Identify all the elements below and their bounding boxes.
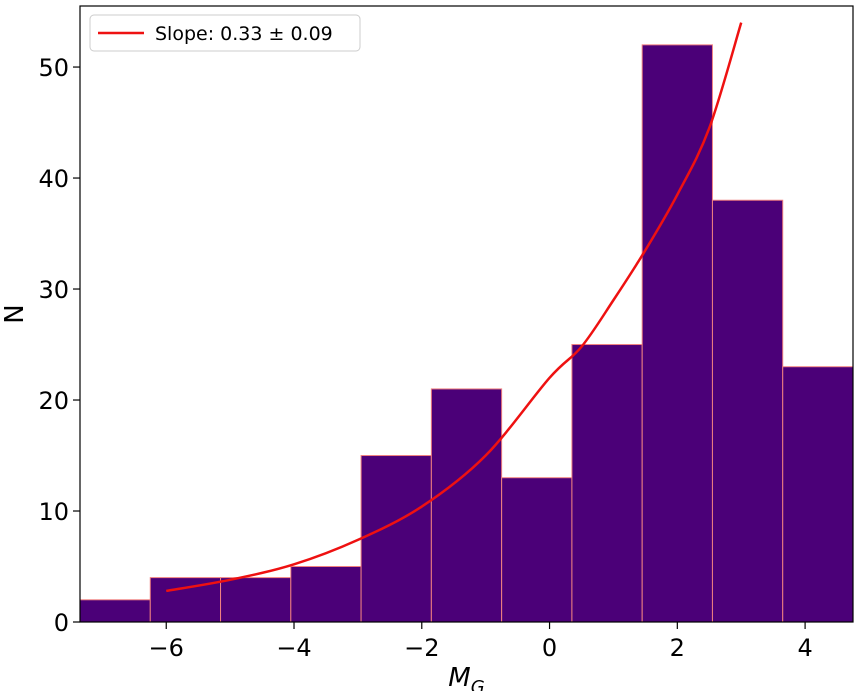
x-tick-label: −2 [404,634,439,662]
bars-group [79,44,854,623]
x-tick-label: 0 [542,634,557,662]
plot-frame [79,5,854,623]
x-tick-label: −6 [149,634,184,662]
x-axis-label-subscript: G [471,677,485,691]
legend-box [89,14,361,52]
histogram-bar-4 [360,455,432,623]
y-axis-label: N [0,304,30,323]
histogram-bar-10 [782,366,854,623]
legend-entry-label: Slope: 0.33 ± 0.09 [155,23,333,45]
x-axis-ticks: −6 −4 −2 0 2 4 [149,622,813,662]
histogram-bar-0 [79,599,151,623]
x-axis-label-main: M [448,663,470,691]
y-tick-label: 30 [38,276,69,304]
histogram-bar-6 [501,477,573,623]
y-tick-label: 50 [38,54,69,82]
histogram-bar-7 [571,344,643,623]
y-tick-label: 40 [38,165,69,193]
y-tick-label: 0 [54,609,69,637]
y-tick-label: 20 [38,387,69,415]
histogram-bar-9 [711,199,784,623]
legend: Slope: 0.33 ± 0.09 [89,14,361,52]
histogram-bar-5 [430,388,503,623]
y-tick-label: 10 [38,498,69,526]
histogram-bar-3 [290,566,362,623]
fit-curve-line [166,22,743,593]
x-axis-label: MG [448,663,484,691]
histogram-bar-2 [220,577,292,623]
x-tick-label: 4 [797,634,812,662]
histogram-bar-8 [641,44,713,623]
y-axis-ticks: 0 10 20 30 40 50 [38,54,80,637]
x-tick-label: 2 [670,634,685,662]
x-tick-label: −4 [276,634,311,662]
